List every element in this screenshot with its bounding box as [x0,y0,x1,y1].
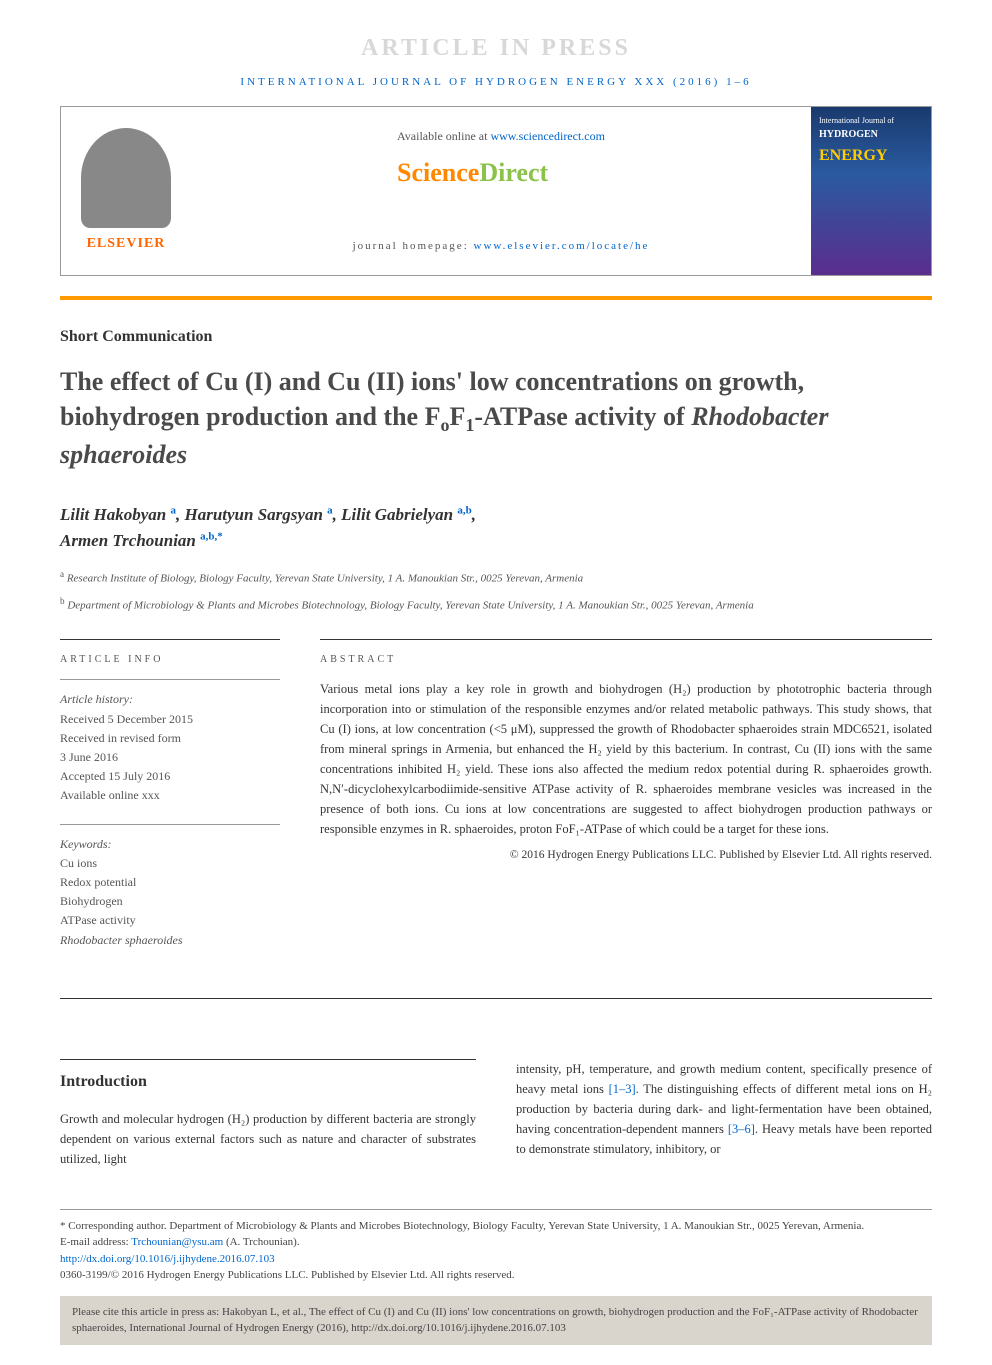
history-line: Accepted 15 July 2016 [60,767,280,786]
author-2[interactable]: Harutyun Sargsyan a [185,505,333,524]
cover-line3: ENERGY [819,144,923,168]
title-sub2: 1 [465,415,474,435]
sciencedirect-url-link[interactable]: www.sciencedirect.com [490,129,605,143]
abstract-column: ABSTRACT Various metal ions play a key r… [320,639,932,967]
affiliation-b: b Department of Microbiology & Plants an… [60,595,932,614]
body-column-left: Introduction Growth and molecular hydrog… [60,1059,476,1169]
title-p2: F [449,402,465,431]
article-history-block: Article history: Received 5 December 201… [60,679,280,805]
article-title: The effect of Cu (I) and Cu (II) ions' l… [60,364,932,473]
keyword: Biohydrogen [60,892,280,911]
issn-copyright-line: 0360-3199/© 2016 Hydrogen Energy Publica… [60,1267,932,1284]
keywords-label: Keywords: [60,835,280,854]
section-divider [60,998,932,999]
article-info-column: ARTICLE INFO Article history: Received 5… [60,639,280,967]
history-line: Received 5 December 2015 [60,710,280,729]
reference-link[interactable]: [3–6] [728,1122,755,1136]
citation-box: Please cite this article in press as: Ha… [60,1296,932,1345]
author-1[interactable]: Lilit Hakobyan a [60,505,176,524]
intro-paragraph-left: Growth and molecular hydrogen (H₂) produ… [60,1109,476,1169]
author-name: Armen Trchounian [60,531,196,550]
author-name: Lilit Gabrielyan [341,505,453,524]
sd-green-text: Direct [479,158,548,187]
cover-line2: HYDROGEN [819,127,923,142]
history-label: Article history: [60,690,280,709]
reference-link[interactable]: [1–3] [609,1082,636,1096]
article-type: Short Communication [60,325,932,349]
keyword: ATPase activity [60,911,280,930]
intro-paragraph-right: intensity, pH, temperature, and growth m… [516,1059,932,1159]
homepage-url-link[interactable]: www.elsevier.com/locate/he [474,240,650,252]
authors-list: Lilit Hakobyan a, Harutyun Sargsyan a, L… [60,502,932,553]
journal-citation-header: INTERNATIONAL JOURNAL OF HYDROGEN ENERGY… [60,74,932,91]
abstract-text: Various metal ions play a key role in gr… [320,679,932,839]
header-center: Available online at www.sciencedirect.co… [191,107,811,275]
publisher-header-box: ELSEVIER Available online at www.science… [60,106,932,276]
abstract-copyright: © 2016 Hydrogen Energy Publications LLC.… [320,847,932,864]
keyword: Rhodobacter sphaeroides [60,931,280,950]
history-line: Received in revised form [60,729,280,748]
sd-orange-text: Science [397,158,479,187]
elsevier-logo[interactable]: ELSEVIER [61,107,191,275]
homepage-prefix: journal homepage: [353,240,474,252]
footnotes-block: * Corresponding author. Department of Mi… [60,1209,932,1284]
abstract-heading: ABSTRACT [320,639,932,667]
author-sup: a [171,505,177,517]
available-online-line: Available online at www.sciencedirect.co… [397,127,605,145]
keyword: Cu ions [60,854,280,873]
author-name: Harutyun Sargsyan [185,505,323,524]
keyword: Redox potential [60,873,280,892]
keywords-block: Keywords: Cu ions Redox potential Biohyd… [60,824,280,950]
author-sup: a,b,* [200,530,223,542]
affiliation-a: a Research Institute of Biology, Biology… [60,568,932,587]
homepage-line: journal homepage: www.elsevier.com/locat… [353,238,650,255]
email-author: (A. Trchounian). [223,1236,299,1248]
elsevier-text: ELSEVIER [87,233,166,254]
available-prefix: Available online at [397,129,490,143]
elsevier-tree-icon [81,128,171,228]
affiliation-text: Research Institute of Biology, Biology F… [67,573,583,585]
info-heading: ARTICLE INFO [60,639,280,667]
author-sup: a,b [457,505,471,517]
email-label: E-mail address: [60,1236,131,1248]
author-4[interactable]: Armen Trchounian a,b,* [60,531,223,550]
title-p3: -ATPase activity of [474,402,691,431]
article-in-press-banner: ARTICLE IN PRESS [60,30,932,66]
orange-divider-bar [60,296,932,300]
corresponding-author-note: * Corresponding author. Department of Mi… [60,1218,932,1235]
introduction-heading: Introduction [60,1059,476,1094]
author-name: Lilit Hakobyan [60,505,166,524]
history-line: 3 June 2016 [60,748,280,767]
body-columns: Introduction Growth and molecular hydrog… [60,1059,932,1169]
info-abstract-row: ARTICLE INFO Article history: Received 5… [60,639,932,967]
affiliation-text: Department of Microbiology & Plants and … [67,600,753,612]
author-sup: a [327,505,333,517]
history-line: Available online xxx [60,786,280,805]
doi-link[interactable]: http://dx.doi.org/10.1016/j.ijhydene.201… [60,1253,275,1265]
sciencedirect-logo[interactable]: ScienceDirect [397,153,605,192]
author-3[interactable]: Lilit Gabrielyan a,b [341,505,472,524]
email-line: E-mail address: Trchounian@ysu.am (A. Tr… [60,1234,932,1251]
cover-line1: International Journal of [819,115,923,127]
body-column-right: intensity, pH, temperature, and growth m… [516,1059,932,1169]
email-link[interactable]: Trchounian@ysu.am [131,1236,223,1248]
journal-cover-thumbnail[interactable]: International Journal of HYDROGEN ENERGY [811,107,931,275]
